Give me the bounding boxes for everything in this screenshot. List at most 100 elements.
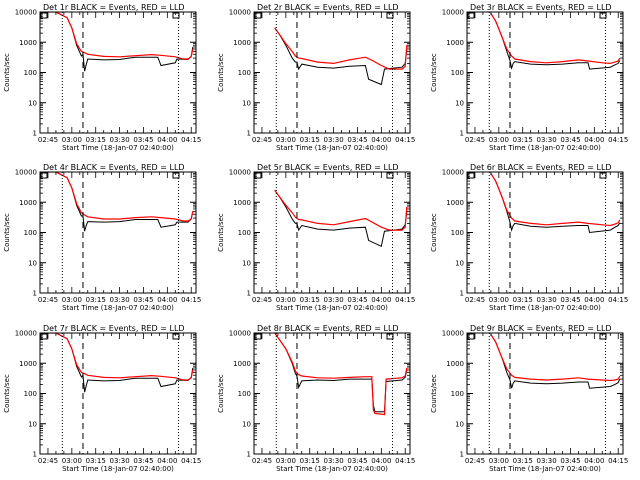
chart-title: Det 8r BLACK = Events, RED = LLD (257, 324, 399, 333)
chart-title: Det 4r BLACK = Events, RED = LLD (43, 163, 185, 172)
x-tick-label: 04:00 (157, 457, 177, 465)
lld-series-line (490, 334, 621, 382)
x-tick-label: 03:00 (276, 457, 296, 465)
x-tick-label: 02:45 (252, 457, 272, 465)
x-tick-label: 03:30 (323, 136, 343, 144)
y-tick-label: 1000 (19, 199, 37, 207)
state-box-right (386, 12, 394, 19)
y-tick-label: 10 (242, 420, 251, 428)
events-series-line (40, 12, 194, 72)
plot-frame (39, 11, 197, 134)
y-axis-label: Counts/sec (3, 213, 11, 252)
x-tick-label: 03:30 (109, 136, 129, 144)
plot-frame (253, 11, 411, 134)
y-tick-label: 10 (28, 420, 37, 428)
state-box-left (40, 172, 48, 179)
x-tick-label: 03:45 (347, 457, 367, 465)
y-tick-label: 1000 (446, 39, 464, 47)
y-tick-label: 10 (455, 259, 464, 267)
events-series-line (274, 27, 408, 86)
x-tick-label: 03:45 (560, 457, 580, 465)
chart-panel-8: 1 10 100 1000 10000 02:45 03:00 03:15 03:30 03:45… (217, 324, 415, 473)
x-tick-label: 03:00 (489, 296, 509, 304)
y-tick-label: 100 (24, 229, 37, 237)
x-tick-label: 04:00 (371, 136, 391, 144)
y-tick-label: 10000 (442, 9, 464, 17)
x-tick-label: 03:45 (347, 296, 367, 304)
y-tick-label: 1 (247, 290, 251, 298)
state-box-right (386, 172, 394, 179)
x-tick-label: 03:30 (323, 457, 343, 465)
x-tick-label: 03:00 (62, 457, 82, 465)
events-series-line (40, 172, 194, 232)
y-axis-label: Counts/sec (217, 53, 225, 92)
x-tick-label: 03:00 (276, 136, 296, 144)
lld-series-line (274, 333, 408, 416)
chart-title: Det 6r BLACK = Events, RED = LLD (470, 163, 612, 172)
x-tick-label: 03:45 (560, 136, 580, 144)
y-tick-label: 100 (24, 390, 37, 398)
events-series-line (274, 333, 408, 413)
y-tick-label: 10000 (15, 330, 37, 338)
x-tick-label: 03:15 (86, 136, 106, 144)
x-tick-label: 04:15 (181, 457, 201, 465)
state-box-left (467, 12, 475, 19)
chart-title: Det 7r BLACK = Events, RED = LLD (43, 324, 185, 333)
x-tick-label: 03:15 (513, 136, 533, 144)
lld-series-line (40, 12, 194, 60)
events-series-line (490, 334, 621, 389)
x-tick-label: 04:00 (157, 296, 177, 304)
x-tick-label: 03:15 (513, 457, 533, 465)
y-tick-label: 1000 (19, 39, 37, 47)
x-tick-label: 04:00 (371, 296, 391, 304)
y-tick-label: 100 (238, 390, 251, 398)
x-tick-label: 03:45 (133, 457, 153, 465)
x-tick-label: 04:15 (395, 296, 415, 304)
y-tick-label: 1 (33, 130, 37, 138)
y-tick-label: 1000 (446, 360, 464, 368)
x-tick-label: 03:30 (323, 296, 343, 304)
events-series-line (490, 13, 621, 70)
x-tick-label: 02:45 (38, 136, 58, 144)
x-tick-label: 03:30 (109, 457, 129, 465)
y-tick-label: 100 (451, 390, 464, 398)
y-tick-label: 100 (238, 69, 251, 77)
x-tick-label: 03:15 (300, 136, 320, 144)
plot-frame (253, 171, 411, 294)
chart-panel-6: 1 10 100 1000 10000 02:45 03:00 03:15 03:30 03:45… (430, 163, 628, 312)
state-box-left (467, 333, 475, 340)
lld-series-line (40, 172, 194, 222)
y-axis-label: Counts/sec (430, 53, 438, 92)
y-tick-label: 1000 (446, 199, 464, 207)
x-tick-label: 04:15 (608, 457, 628, 465)
x-tick-label: 04:00 (584, 136, 604, 144)
state-box-left (40, 333, 48, 340)
x-tick-label: 02:45 (252, 136, 272, 144)
x-tick-label: 04:15 (181, 296, 201, 304)
y-axis-label: Counts/sec (3, 53, 11, 92)
x-axis-label: Start Time (18-Jan-07 02:40:00) (62, 304, 174, 312)
events-series-line (40, 333, 194, 393)
x-tick-label: 03:45 (133, 136, 153, 144)
state-box-right (599, 12, 607, 19)
x-tick-label: 02:45 (465, 136, 485, 144)
y-axis-label: Counts/sec (217, 213, 225, 252)
chart-panel-2: 1 10 100 1000 10000 02:45 03:00 03:15 03:30 03:45… (217, 3, 415, 152)
x-tick-label: 02:45 (465, 296, 485, 304)
chart-title: Det 9r BLACK = Events, RED = LLD (470, 324, 612, 333)
chart-panel-3: 1 10 100 1000 10000 02:45 03:00 03:15 03:30 03:45… (430, 3, 628, 152)
y-tick-label: 100 (24, 69, 37, 77)
chart-panel-9: 1 10 100 1000 10000 02:45 03:00 03:15 03:30 03:45… (430, 324, 628, 473)
x-tick-label: 03:30 (109, 296, 129, 304)
lld-series-line (490, 173, 621, 227)
chart-title: Det 3r BLACK = Events, RED = LLD (470, 3, 612, 12)
x-tick-label: 03:00 (276, 296, 296, 304)
x-tick-label: 04:00 (157, 136, 177, 144)
plot-frame (39, 171, 197, 294)
x-tick-label: 02:45 (465, 457, 485, 465)
chart-panel-5: 1 10 100 1000 10000 02:45 03:00 03:15 03:30 03:45… (217, 163, 415, 312)
x-tick-label: 03:00 (62, 296, 82, 304)
x-tick-label: 03:15 (513, 296, 533, 304)
x-tick-label: 03:45 (133, 296, 153, 304)
